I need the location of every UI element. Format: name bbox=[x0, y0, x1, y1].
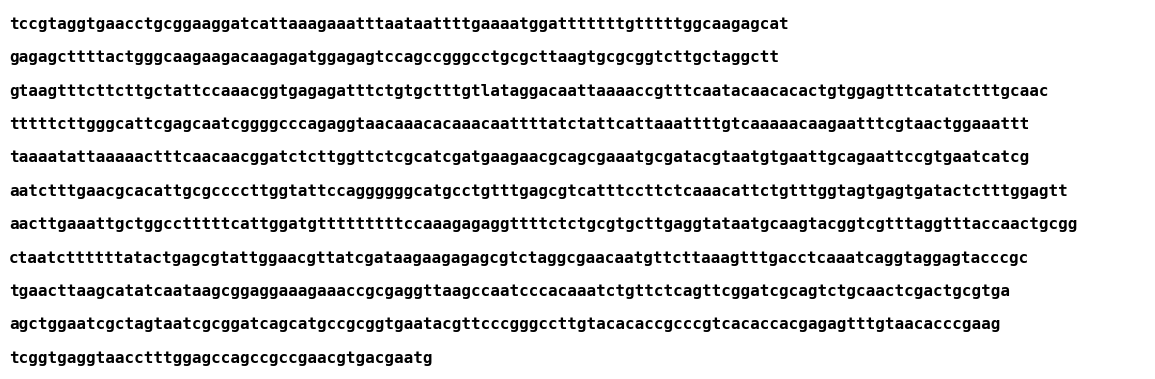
Text: taaaatattaaaaactttcaacaacggatctcttggttctcgcatcgatgaagaacgcagcgaaatgcgatacgtaatgt: taaaatattaaaaactttcaacaacggatctcttggttct… bbox=[9, 150, 1029, 166]
Text: aatctttgaacgcacattgcgccccttggtattccaggggggcatgcctgtttgagcgtcatttccttctcaaacattct: aatctttgaacgcacattgcgccccttggtattccagggg… bbox=[9, 184, 1068, 199]
Text: tccgtaggtgaacctgcggaaggatcattaaagaaatttaataattttgaaaatggatttttttgtttttggcaagagca: tccgtaggtgaacctgcggaaggatcattaaagaaattta… bbox=[9, 17, 789, 32]
Text: agctggaatcgctagtaatcgcggatcagcatgccgcggtgaatacgttcccgggccttgtacacaccgcccgtcacacc: agctggaatcgctagtaatcgcggatcagcatgccgcggt… bbox=[9, 317, 1000, 332]
Text: tttttcttgggcattcgagcaatcggggcccagaggtaacaaacacaaacaattttatctattcattaaattttgtcaaa: tttttcttgggcattcgagcaatcggggcccagaggtaac… bbox=[9, 117, 1029, 132]
Text: gtaagtttcttcttgctattccaaacggtgagagatttctgtgctttgtlataggacaattaaaaccgtttcaatacaac: gtaagtttcttcttgctattccaaacggtgagagatttct… bbox=[9, 84, 1049, 99]
Text: tgaacttaagcatatcaataagcggaggaaagaaaccgcgaggttaagccaatcccacaaatctgttctcagttcggatc: tgaacttaagcatatcaataagcggaggaaagaaaccgcg… bbox=[9, 284, 1011, 299]
Text: tcggtgaggtaacctttggagccagccgccgaacgtgacgaatg: tcggtgaggtaacctttggagccagccgccgaacgtgacg… bbox=[9, 351, 433, 366]
Text: gagagcttttactgggcaagaagacaagagatggagagtccagccgggcctgcgcttaagtgcgcggtcttgctaggctt: gagagcttttactgggcaagaagacaagagatggagagtc… bbox=[9, 50, 780, 66]
Text: aacttgaaattgctggcctttttcattggatgtttttttttccaaagagaggttttctctgcgtgcttgaggtataatgc: aacttgaaattgctggcctttttcattggatgtttttttt… bbox=[9, 217, 1078, 232]
Text: ctaatcttttttatactgagcgtattggaacgttatcgataagaagagagcgtctaggcgaacaatgttcttaaagtttg: ctaatcttttttatactgagcgtattggaacgttatcgat… bbox=[9, 251, 1029, 266]
